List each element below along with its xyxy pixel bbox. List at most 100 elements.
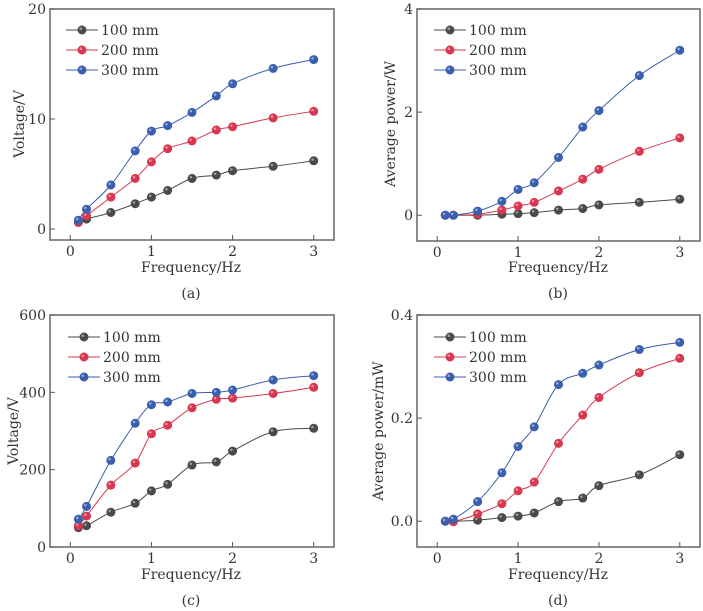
data-point	[268, 388, 278, 398]
legend-marker	[77, 25, 87, 35]
legend: 100 mm 200 mm 300 mm	[434, 23, 527, 79]
data-point	[634, 368, 644, 378]
legend-item: 200 mm	[434, 350, 527, 366]
x-axis-label: Frequency/Hz	[508, 260, 608, 276]
data-point	[578, 410, 588, 420]
x-tick-label: 3	[309, 244, 318, 260]
panel-a: Frequency/Hz Voltage/V (a) 0 1 2 3 0 10 20 100 …	[12, 2, 335, 302]
data-point	[163, 420, 173, 430]
legend-item: 100 mm	[66, 23, 159, 39]
y-tick-label: 0	[404, 208, 413, 224]
data-point	[594, 481, 604, 491]
data-point	[513, 209, 523, 219]
data-point	[473, 206, 483, 216]
panel-b: Frequency/Hz Average power/W (b) 0 1 2 3 0 2 4…	[383, 2, 701, 302]
data-point	[146, 400, 156, 410]
data-point	[634, 345, 644, 355]
data-point	[553, 205, 563, 215]
series-300-mm	[440, 45, 685, 220]
data-point	[106, 507, 116, 517]
data-point	[578, 174, 588, 184]
data-point	[473, 509, 483, 519]
data-point	[594, 392, 604, 402]
data-point	[529, 422, 539, 432]
panel-label: (a)	[181, 286, 200, 302]
data-point	[228, 385, 238, 395]
x-tick-label: 2	[594, 551, 603, 567]
legend-marker	[445, 25, 455, 35]
x-tick-label: 1	[514, 551, 523, 567]
legend-marker	[445, 45, 455, 55]
legend-label: 300 mm	[101, 63, 159, 79]
data-point	[163, 144, 173, 154]
data-point	[553, 438, 563, 448]
data-point	[513, 486, 523, 496]
data-point	[529, 197, 539, 207]
data-point	[513, 441, 523, 451]
legend-label: 100 mm	[103, 330, 161, 346]
data-point	[228, 122, 238, 132]
data-point	[211, 91, 221, 101]
y-tick-label: 4	[404, 2, 413, 18]
legend-item: 200 mm	[434, 43, 527, 59]
data-point	[130, 146, 140, 156]
series-100-mm	[73, 156, 319, 227]
data-point	[187, 136, 197, 146]
panel-label: (d)	[548, 593, 568, 609]
data-point	[634, 71, 644, 81]
data-point	[553, 497, 563, 507]
data-point	[106, 480, 116, 490]
legend: 100 mm 200 mm 300 mm	[66, 23, 159, 79]
data-point	[529, 508, 539, 518]
data-point	[594, 164, 604, 174]
panel-label: (c)	[182, 593, 201, 609]
data-point	[82, 204, 92, 214]
data-point	[529, 208, 539, 218]
data-point	[130, 458, 140, 468]
legend-marker	[79, 332, 89, 342]
data-point	[497, 196, 507, 206]
y-tick-label: 2	[404, 105, 413, 121]
data-point	[268, 63, 278, 73]
y-tick-label: 10	[28, 112, 46, 128]
panel-c: Frequency/Hz Voltage/V (c) 0 1 2 3 0 200 400 60…	[6, 308, 335, 609]
x-tick-label: 3	[309, 551, 318, 567]
data-point	[675, 450, 685, 460]
legend-item: 300 mm	[434, 63, 527, 79]
y-tick-label: 400	[19, 385, 46, 401]
legend-label: 200 mm	[469, 350, 527, 366]
data-point	[309, 382, 319, 392]
legend-marker	[445, 372, 455, 382]
data-point	[594, 360, 604, 370]
x-axis-label: Frequency/Hz	[141, 567, 241, 583]
legend-label: 200 mm	[469, 43, 527, 59]
x-tick-label: 3	[675, 245, 684, 261]
legend-marker	[79, 372, 89, 382]
data-point	[309, 371, 319, 381]
data-point	[146, 126, 156, 136]
data-point	[146, 157, 156, 167]
data-point	[211, 457, 221, 467]
data-point	[473, 497, 483, 507]
data-point	[163, 186, 173, 196]
data-point	[309, 423, 319, 433]
series-200-mm	[440, 353, 685, 527]
x-tick-label: 0	[66, 244, 75, 260]
data-point	[82, 521, 92, 531]
x-tick-label: 2	[228, 244, 237, 260]
data-point	[497, 205, 507, 215]
data-point	[106, 455, 116, 465]
data-point	[578, 204, 588, 214]
data-point	[473, 515, 483, 525]
legend-label: 300 mm	[103, 370, 161, 386]
data-point	[594, 200, 604, 210]
x-tick-label: 2	[228, 551, 237, 567]
data-point	[187, 460, 197, 470]
legend-item: 100 mm	[434, 330, 527, 346]
data-point	[146, 486, 156, 496]
legend-label: 100 mm	[469, 330, 527, 346]
legend-marker	[77, 45, 87, 55]
y-tick-label: 0.0	[391, 514, 413, 530]
y-axis-label: Average power/mW	[371, 361, 387, 502]
